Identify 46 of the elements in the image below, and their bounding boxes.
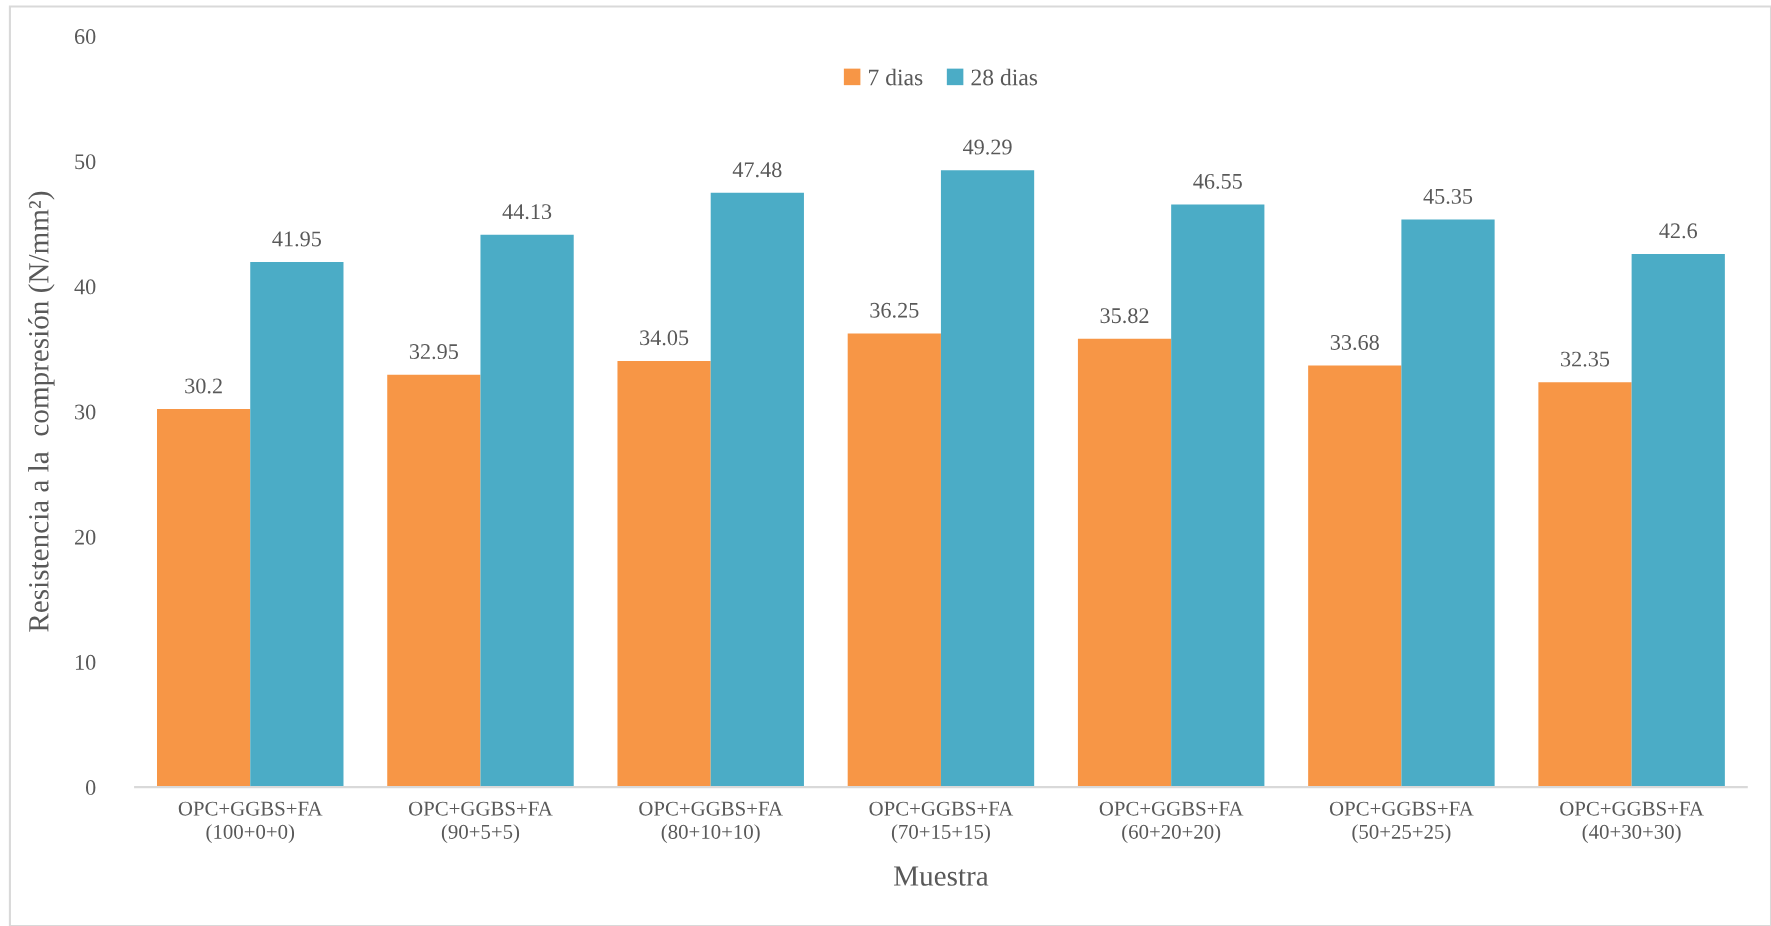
bar: [157, 409, 251, 788]
bar: [480, 234, 574, 788]
data-label: 42.6: [1659, 223, 1698, 239]
x-tick-label: OPC+GGBS+FA (40+30+30): [1560, 801, 1704, 844]
y-axis-title: Resistencia a la compresión (N/mm²): [28, 191, 55, 632]
y-tick-label: 0: [85, 780, 96, 796]
x-tick-label: OPC+GGBS+FA (100+0+0): [178, 801, 323, 844]
data-label: 36.25: [870, 302, 919, 318]
bar: [1308, 365, 1402, 788]
x-tick-label: OPC+GGBS+FA (60+20+20): [1099, 801, 1244, 844]
bar: [1171, 204, 1265, 788]
x-tick-label: OPC+GGBS+FA (90+5+5): [408, 801, 553, 844]
bar: [617, 360, 711, 788]
data-label: 41.95: [272, 231, 321, 247]
bar: [1401, 219, 1495, 788]
y-tick-label: 10: [75, 654, 96, 670]
bar: [847, 333, 941, 788]
legend-label: 7 dias: [869, 68, 923, 86]
y-tick-label: 20: [74, 529, 96, 545]
x-tick-label: OPC+GGBS+FA (50+25+25): [1329, 801, 1474, 844]
data-label: 46.55: [1193, 173, 1242, 189]
data-label: 49.29: [962, 139, 1012, 155]
bar: [1538, 382, 1632, 788]
bar: [1077, 338, 1172, 788]
y-tick-label: 30: [75, 404, 96, 420]
bar: [250, 262, 344, 788]
data-label: 35.82: [1100, 308, 1149, 324]
x-axis-title: Muestra: [893, 866, 989, 886]
x-tick-label: OPC+GGBS+FA (80+10+10): [639, 801, 783, 844]
bar: [710, 192, 804, 788]
data-label: 47.48: [732, 162, 782, 178]
y-tick-label: 60: [74, 29, 96, 45]
y-tick-label: 40: [74, 279, 96, 295]
bar: [1631, 253, 1725, 788]
x-tick-label: OPC+GGBS+FA (70+15+15): [869, 801, 1014, 844]
data-label: 45.35: [1423, 188, 1473, 204]
data-label: 44.13: [502, 204, 552, 220]
bar: [387, 374, 481, 788]
data-label: 34.05: [640, 330, 689, 346]
data-label: 33.68: [1330, 334, 1379, 351]
data-label: 30.2: [185, 378, 222, 394]
y-tick-label: 50: [75, 154, 96, 170]
legend-label: 28 dias: [971, 68, 1038, 86]
data-label: 32.35: [1561, 351, 1610, 367]
bar: [940, 170, 1035, 788]
data-label: 32.95: [409, 344, 458, 360]
